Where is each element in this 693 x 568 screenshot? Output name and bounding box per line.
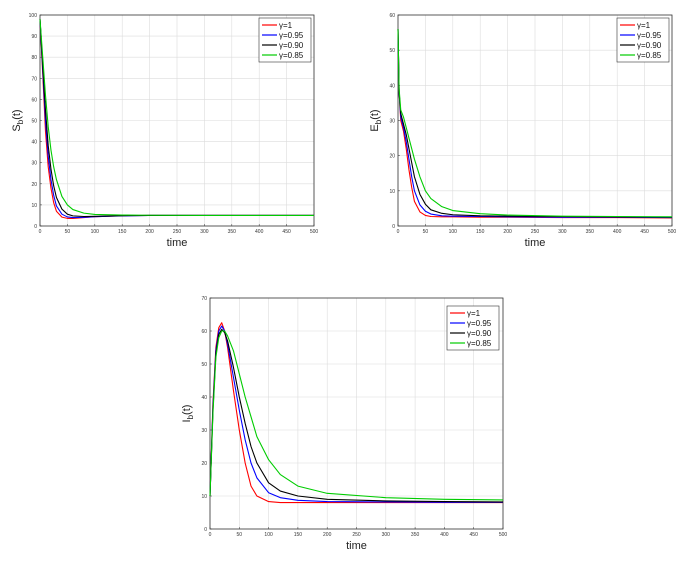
y-tick-label: 40 xyxy=(31,140,37,146)
chart-panel-susceptible: 0 50 100 150 200 250 300 350 400 450 500 0 10 20 30 40 5… xyxy=(11,13,318,249)
series-line-1 xyxy=(209,325,503,503)
y-tick-label: 0 xyxy=(204,527,207,533)
y-tick-label: 70 xyxy=(201,296,207,302)
x-tick-label: 250 xyxy=(531,229,540,235)
y-axis-label: Sb(t) xyxy=(11,109,25,131)
x-tick-label: 400 xyxy=(440,532,449,538)
legend-label-0: γ=1 xyxy=(279,21,293,30)
y-tick-label: 30 xyxy=(31,161,37,167)
y-tick-label: 100 xyxy=(29,13,38,19)
series-line-3 xyxy=(39,19,314,216)
x-tick-label: 250 xyxy=(173,229,182,235)
y-tick-label: 50 xyxy=(31,119,37,125)
x-tick-label: 450 xyxy=(640,229,649,235)
y-tick-label: 30 xyxy=(201,428,207,434)
y-axis-label: Ib(t) xyxy=(181,405,195,423)
series-line-3 xyxy=(397,29,673,218)
x-tick-label: 150 xyxy=(476,229,485,235)
x-tick-label: 50 xyxy=(237,532,243,538)
x-tick-label: 150 xyxy=(294,532,303,538)
y-tick-label: 0 xyxy=(34,224,37,230)
x-tick-label: 350 xyxy=(586,229,595,235)
x-tick-label: 500 xyxy=(499,532,508,538)
x-tick-label: 50 xyxy=(423,229,429,235)
x-tick-label: 200 xyxy=(503,229,512,235)
legend-label-3: γ=0.85 xyxy=(279,51,304,60)
y-tick-label: 20 xyxy=(201,461,207,467)
x-tick-label: 250 xyxy=(352,532,361,538)
x-axis-label: time xyxy=(167,237,188,249)
y-tick-label: 10 xyxy=(389,189,395,195)
y-tick-label: 90 xyxy=(31,34,37,40)
x-tick-label: 500 xyxy=(310,229,319,235)
x-axis-label: time xyxy=(525,237,546,249)
x-tick-label: 400 xyxy=(255,229,264,235)
x-tick-label: 100 xyxy=(264,532,273,538)
x-tick-label: 200 xyxy=(323,532,332,538)
series-line-2 xyxy=(209,328,504,503)
y-tick-label: 50 xyxy=(389,48,395,54)
y-tick-label: 20 xyxy=(31,182,37,188)
chart-panel-infected: 0 50 100 150 200 250 300 350 400 450 500 0 10 20 30 40 5… xyxy=(181,296,507,552)
x-axis-label: time xyxy=(346,540,367,552)
legend-label-1: γ=0.95 xyxy=(279,31,304,40)
x-tick-label: 350 xyxy=(411,532,420,538)
legend-label-2: γ=0.90 xyxy=(279,41,304,50)
y-tick-label: 60 xyxy=(389,13,395,19)
x-tick-label: 150 xyxy=(118,229,127,235)
y-tick-label: 60 xyxy=(201,329,207,335)
legend-label-2: γ=0.90 xyxy=(637,41,662,50)
x-tick-label: 500 xyxy=(668,229,677,235)
x-tick-label: 100 xyxy=(449,229,458,235)
y-tick-label: 70 xyxy=(31,76,37,82)
legend-label-1: γ=0.95 xyxy=(637,31,662,40)
y-tick-label: 60 xyxy=(31,97,37,103)
y-tick-label: 0 xyxy=(392,224,395,230)
x-tick-label: 50 xyxy=(65,229,71,235)
series-line-1 xyxy=(397,29,673,219)
y-tick-label: 80 xyxy=(31,55,37,61)
series-line-2 xyxy=(397,29,673,218)
legend-label-0: γ=1 xyxy=(467,309,481,318)
x-tick-label: 200 xyxy=(145,229,154,235)
series-line-3 xyxy=(209,330,504,501)
x-tick-label: 0 xyxy=(397,229,400,235)
y-tick-label: 10 xyxy=(31,203,37,209)
y-tick-label: 40 xyxy=(389,83,395,89)
x-tick-label: 400 xyxy=(613,229,622,235)
legend-label-0: γ=1 xyxy=(637,21,651,30)
x-tick-label: 450 xyxy=(282,229,291,235)
y-tick-label: 20 xyxy=(389,154,395,160)
chart-panel-exposed: 0 50 100 150 200 250 300 350 400 450 500 0 10 20 30 40 5… xyxy=(369,13,676,249)
legend-label-2: γ=0.90 xyxy=(467,329,492,338)
x-tick-label: 100 xyxy=(91,229,100,235)
legend-label-3: γ=0.85 xyxy=(467,339,492,348)
legend-label-1: γ=0.95 xyxy=(467,319,492,328)
series-line-0 xyxy=(209,322,503,504)
y-tick-label: 10 xyxy=(201,494,207,500)
y-tick-label: 50 xyxy=(201,362,207,368)
x-tick-label: 0 xyxy=(39,229,42,235)
y-tick-label: 40 xyxy=(201,395,207,401)
y-axis-label: Eb(t) xyxy=(369,109,383,131)
x-tick-label: 0 xyxy=(209,532,212,538)
x-tick-label: 350 xyxy=(228,229,237,235)
x-tick-label: 300 xyxy=(382,532,391,538)
y-tick-label: 30 xyxy=(389,119,395,125)
x-tick-label: 300 xyxy=(558,229,567,235)
x-tick-label: 450 xyxy=(470,532,479,538)
x-tick-label: 300 xyxy=(200,229,209,235)
legend-label-3: γ=0.85 xyxy=(637,51,662,60)
